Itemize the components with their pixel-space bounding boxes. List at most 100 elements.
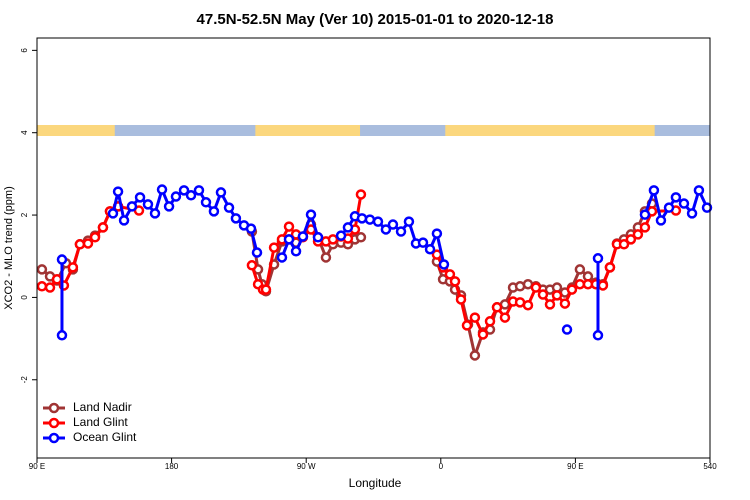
data-point bbox=[387, 219, 399, 230]
data-point bbox=[395, 226, 407, 237]
data-point bbox=[276, 252, 288, 263]
data-point bbox=[469, 312, 481, 323]
data-point bbox=[566, 284, 578, 295]
data-point bbox=[438, 259, 450, 270]
data-point bbox=[246, 260, 258, 271]
land-strip bbox=[445, 125, 655, 136]
data-point bbox=[417, 237, 429, 248]
data-point bbox=[67, 262, 79, 273]
data-point bbox=[297, 231, 309, 242]
data-point bbox=[82, 238, 94, 249]
data-point bbox=[648, 185, 660, 196]
legend-marker bbox=[48, 417, 60, 429]
data-point bbox=[364, 214, 376, 225]
plot-frame bbox=[36, 37, 711, 459]
data-point bbox=[574, 264, 586, 275]
data-point bbox=[469, 350, 481, 361]
data-point bbox=[118, 215, 130, 226]
y-tick-label: 4 bbox=[20, 130, 29, 135]
legend-marker bbox=[48, 402, 60, 414]
data-point bbox=[245, 223, 257, 234]
data-point bbox=[639, 209, 651, 220]
y-axis-label: XCO2 - MLO trend (ppm) bbox=[3, 186, 15, 309]
data-point bbox=[208, 206, 220, 217]
data-point bbox=[260, 284, 272, 295]
data-point bbox=[215, 187, 227, 198]
data-point bbox=[403, 216, 415, 227]
data-point bbox=[701, 202, 713, 213]
data-point bbox=[639, 222, 651, 233]
data-point bbox=[559, 298, 571, 309]
data-point bbox=[56, 254, 68, 265]
data-point bbox=[663, 202, 675, 213]
data-point bbox=[74, 239, 86, 250]
data-point bbox=[193, 185, 205, 196]
data-point bbox=[327, 234, 339, 245]
x-tick-label: 90 E bbox=[29, 462, 45, 471]
data-point bbox=[342, 222, 354, 233]
data-point bbox=[36, 264, 48, 275]
data-point bbox=[455, 294, 467, 305]
data-point bbox=[251, 247, 263, 258]
x-tick-label: 540 bbox=[703, 462, 717, 471]
data-point bbox=[335, 230, 347, 241]
data-point bbox=[499, 312, 511, 323]
data-point bbox=[693, 185, 705, 196]
data-point bbox=[484, 316, 496, 327]
x-tick-label: 90 E bbox=[567, 462, 583, 471]
data-point bbox=[142, 199, 154, 210]
data-point bbox=[290, 246, 302, 257]
data-point bbox=[355, 189, 367, 200]
data-point bbox=[149, 208, 161, 219]
data-point bbox=[597, 280, 609, 291]
data-point bbox=[305, 209, 317, 220]
data-point bbox=[178, 185, 190, 196]
data-point bbox=[355, 232, 367, 243]
legend-label: Ocean Glint bbox=[73, 430, 137, 444]
data-point bbox=[670, 192, 682, 203]
data-point bbox=[449, 276, 461, 287]
data-point bbox=[283, 221, 295, 232]
data-point bbox=[126, 201, 138, 212]
data-point bbox=[156, 184, 168, 195]
x-tick-label: 180 bbox=[165, 462, 179, 471]
data-point bbox=[112, 186, 124, 197]
data-point bbox=[372, 216, 384, 227]
legend-label: Land Glint bbox=[73, 415, 128, 429]
data-point bbox=[592, 330, 604, 341]
land-strip bbox=[37, 125, 115, 136]
y-tick-label: 0 bbox=[20, 295, 29, 300]
data-point bbox=[356, 213, 368, 224]
legend-label: Land Nadir bbox=[73, 400, 132, 414]
data-point bbox=[107, 208, 119, 219]
data-point bbox=[320, 252, 332, 263]
data-point bbox=[185, 190, 197, 201]
data-point bbox=[44, 282, 56, 293]
data-point bbox=[686, 208, 698, 219]
data-point bbox=[618, 239, 630, 250]
data-point bbox=[522, 299, 534, 311]
data-point bbox=[551, 290, 563, 301]
data-point bbox=[632, 229, 644, 240]
data-point bbox=[134, 192, 146, 203]
data-point bbox=[200, 197, 212, 208]
y-tick-label: 6 bbox=[20, 48, 29, 53]
data-point bbox=[380, 224, 392, 235]
data-point bbox=[36, 281, 48, 292]
data-point bbox=[544, 299, 556, 310]
data-point bbox=[678, 198, 690, 209]
data-point bbox=[592, 253, 604, 264]
data-point bbox=[89, 232, 101, 243]
x-axis-label: Longitude bbox=[349, 476, 402, 490]
data-point bbox=[655, 215, 667, 226]
data-point bbox=[283, 234, 295, 245]
data-point bbox=[625, 234, 637, 245]
land-strip bbox=[255, 125, 361, 136]
x-tick-label: 0 bbox=[439, 462, 444, 471]
data-point bbox=[574, 278, 586, 290]
x-tick-label: 90 W bbox=[297, 462, 316, 471]
data-point bbox=[561, 324, 573, 335]
data-point bbox=[530, 282, 542, 293]
data-point bbox=[477, 329, 489, 340]
